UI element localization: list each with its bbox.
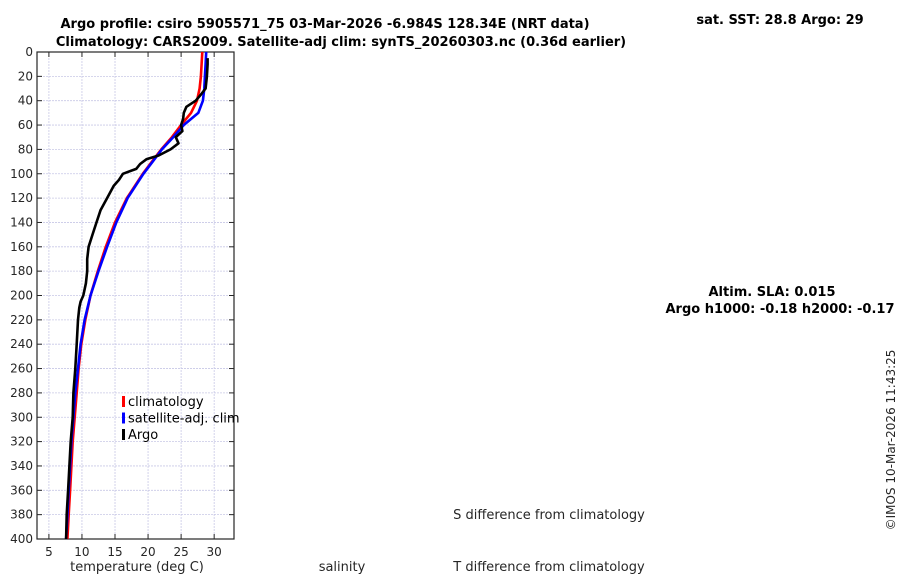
ytick-label: 80 [18, 142, 33, 156]
ytick-label: 120 [10, 191, 33, 205]
legend-label-climatology: climatology [128, 395, 204, 410]
xtick-label: 15 [107, 545, 122, 559]
temperature-xlabel: temperature (deg C) [70, 560, 204, 575]
xtick-label: 25 [173, 545, 188, 559]
legend-swatch-argo [122, 429, 125, 440]
temperature-argo-line [64, 58, 209, 540]
ytick-label: 300 [10, 410, 33, 424]
sla-map-title-line2: Argo h1000: -0.18 h2000: -0.17 [665, 302, 894, 317]
ytick-label: 140 [10, 215, 33, 229]
xtick-label: 20 [140, 545, 155, 559]
ytick-label: 40 [18, 94, 33, 108]
ytick-label: 240 [10, 337, 33, 351]
xtick-label: 10 [74, 545, 89, 559]
ytick-label: 160 [10, 240, 33, 254]
ytick-label: 200 [10, 289, 33, 303]
imos-timestamp: ©IMOS 10-Mar-2026 11:43:25 [884, 350, 898, 531]
ytick-label: 20 [18, 69, 33, 83]
ytick-label: 60 [18, 118, 33, 132]
ytick-label: 100 [10, 167, 33, 181]
sla-map-title-line1: Altim. SLA: 0.015 [709, 285, 836, 300]
sdiff-xlabel: S difference from climatology [453, 508, 645, 523]
figure-title-line2: Climatology: CARS2009. Satellite-adj cli… [56, 35, 626, 50]
ytick-label: 260 [10, 362, 33, 376]
salinity-xlabel: salinity [319, 560, 366, 575]
legend-swatch-satellite-adj [122, 412, 125, 424]
legend-swatch-climatology [122, 396, 125, 407]
ytick-label: 360 [10, 483, 33, 497]
ytick-label: 220 [10, 313, 33, 327]
xtick-label: 30 [207, 545, 222, 559]
ytick-label: 380 [10, 508, 33, 522]
ytick-label: 180 [10, 264, 33, 278]
ytick-label: 0 [25, 45, 33, 59]
ytick-label: 400 [10, 532, 33, 546]
legend-label-satellite-adj: satellite-adj. clim [128, 412, 240, 427]
xtick-label: 5 [45, 545, 53, 559]
ytick-label: 340 [10, 459, 33, 473]
tdiff-xlabel: T difference from climatology [452, 560, 645, 575]
ytick-label: 320 [10, 435, 33, 449]
sst-map-title: sat. SST: 28.8 Argo: 29 [696, 13, 863, 28]
temperature-profile-panel: 0 20 40 60 80 100 120 140 160 180 200 220 240 260 280 3… [10, 45, 240, 559]
figure-title-line1: Argo profile: csiro 5905571_75 03-Mar-20… [60, 17, 589, 32]
axes-frame [36, 51, 235, 540]
legend-label-argo: Argo [128, 428, 158, 443]
ytick-label: 280 [10, 386, 33, 400]
